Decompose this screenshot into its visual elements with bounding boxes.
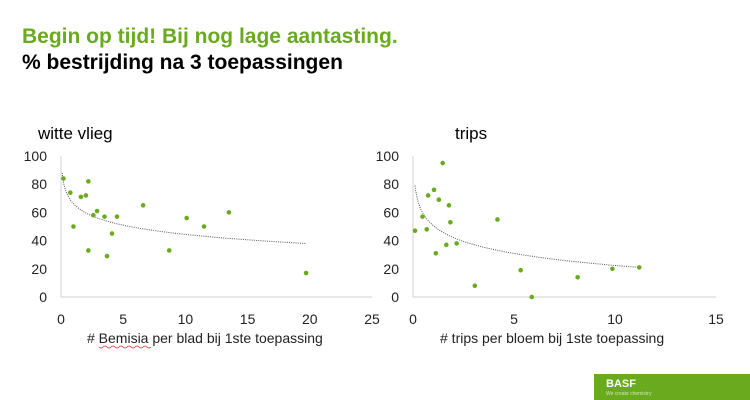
x-tick-label: 20 xyxy=(302,311,318,327)
data-point xyxy=(68,190,73,195)
y-tick-label: 0 xyxy=(39,289,47,305)
x-tick-label: 25 xyxy=(364,311,380,327)
spellcheck-underline xyxy=(98,345,152,349)
x-tick-label: 5 xyxy=(510,311,518,327)
x-tick-label: 0 xyxy=(409,311,417,327)
x-tick-label: 5 xyxy=(119,311,127,327)
data-point xyxy=(94,208,100,214)
x-axis-label: # Bemisia per blad bij 1ste toepassing xyxy=(87,330,323,346)
logo-name: BASF xyxy=(606,378,636,390)
y-tick-label: 60 xyxy=(31,204,47,220)
y-tick-label: 40 xyxy=(383,233,399,249)
chart-title: witte vlieg xyxy=(37,124,113,143)
x-tick-label: 15 xyxy=(708,311,724,327)
data-point xyxy=(91,212,96,218)
data-point xyxy=(495,217,500,222)
data-point xyxy=(412,228,418,234)
data-point xyxy=(610,266,615,272)
y-tick-label: 80 xyxy=(383,176,399,192)
data-point xyxy=(431,187,437,193)
x-tick-label: 10 xyxy=(178,311,194,327)
y-tick-label: 100 xyxy=(24,148,48,164)
trendline xyxy=(61,172,307,244)
y-tick-label: 40 xyxy=(31,233,47,249)
y-tick-label: 20 xyxy=(31,261,47,277)
data-point xyxy=(78,194,84,200)
data-point xyxy=(518,267,523,273)
y-tick-label: 80 xyxy=(31,176,47,192)
data-point xyxy=(440,160,445,166)
logo-slogan: We create chemistry xyxy=(606,391,652,397)
data-point xyxy=(201,224,207,229)
trendline xyxy=(414,185,640,268)
data-point xyxy=(454,241,459,246)
data-point xyxy=(446,203,452,208)
data-point xyxy=(83,193,89,198)
data-point xyxy=(420,214,425,219)
data-point xyxy=(424,227,430,232)
data-point xyxy=(61,176,66,181)
y-tick-label: 20 xyxy=(383,261,399,277)
data-point xyxy=(226,210,232,215)
data-point xyxy=(448,219,453,225)
x-tick-label: 15 xyxy=(240,311,256,327)
data-point xyxy=(436,197,442,203)
y-tick-label: 0 xyxy=(391,289,399,305)
data-point xyxy=(444,242,449,248)
data-point xyxy=(575,274,580,280)
y-tick-label: 60 xyxy=(383,204,399,220)
x-tick-label: 0 xyxy=(57,311,65,327)
data-point xyxy=(636,265,642,270)
data-point xyxy=(71,224,76,229)
chart-witte-vlieg: witte vlieg # Bemisia per blad bij 1ste … xyxy=(24,124,380,349)
data-point xyxy=(529,294,535,300)
data-point xyxy=(86,179,91,184)
data-point xyxy=(104,253,110,259)
slide-subtitle: % bestrijding na 3 toepassingen xyxy=(22,51,343,74)
data-point xyxy=(425,193,431,198)
data-point xyxy=(166,248,172,253)
x-tick-label: 10 xyxy=(607,311,623,327)
chart-trips: trips # trips per bloem bij 1ste toepass… xyxy=(376,124,724,346)
data-point xyxy=(140,203,146,208)
chart-title: trips xyxy=(455,124,487,143)
data-point xyxy=(86,248,91,253)
data-point xyxy=(109,231,115,236)
data-point xyxy=(114,214,120,219)
x-axis-label: # trips per bloem bij 1ste toepassing xyxy=(440,330,664,346)
data-point xyxy=(303,270,309,276)
data-point xyxy=(184,215,189,221)
y-tick-label: 100 xyxy=(376,148,400,164)
data-point xyxy=(472,283,478,289)
slide-title: Begin op tijd! Bij nog lage aantasting. xyxy=(22,25,398,48)
data-point xyxy=(102,214,107,219)
data-point xyxy=(433,250,439,256)
basf-logo: BASF We create chemistry xyxy=(594,374,750,400)
